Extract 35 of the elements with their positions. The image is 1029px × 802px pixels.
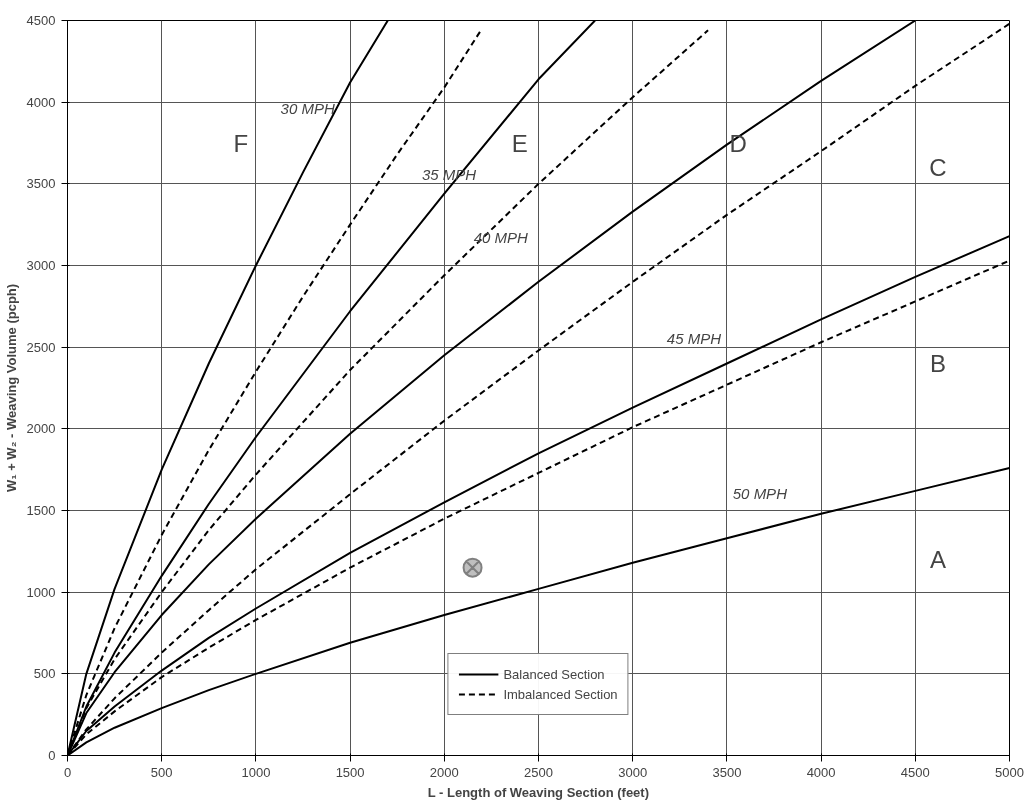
annotation: A [929, 545, 946, 573]
x-tick-label: 1000 [241, 764, 271, 780]
y-axis-title: W₁ + W₂ - Weaving Volume (pcph) [3, 283, 19, 493]
x-tick-label: 3500 [712, 764, 742, 780]
x-tick-label: 2000 [429, 764, 459, 780]
annotation: D [729, 129, 747, 157]
x-axis-title: L - Length of Weaving Section (feet) [427, 784, 650, 800]
legend-label: Balanced Section [503, 666, 605, 682]
y-tick-label: 4000 [26, 94, 56, 110]
annotation: F [233, 129, 249, 157]
x-tick-label: 500 [150, 764, 173, 780]
x-tick-label: 1500 [335, 764, 365, 780]
x-tick-label: 2500 [524, 764, 553, 780]
annotation: B [929, 350, 946, 378]
x-tick-label: 5000 [995, 764, 1024, 780]
annotation: 50 MPH [732, 485, 788, 503]
y-tick-label: 4500 [26, 13, 56, 28]
annotation: E [511, 129, 528, 157]
legend-label: Imbalanced Section [503, 686, 618, 702]
y-tick-label: 0 [48, 748, 56, 763]
y-tick-label: 3000 [26, 258, 56, 273]
annotation: 45 MPH [666, 329, 722, 347]
y-tick-label: 2500 [26, 339, 56, 355]
x-tick-label: 4500 [900, 764, 930, 780]
y-tick-label: 500 [33, 666, 56, 682]
x-tick-label: 3000 [618, 764, 648, 780]
y-tick-label: 2000 [26, 421, 56, 437]
y-tick-label: 1000 [26, 584, 56, 600]
y-tick-label: 3500 [26, 176, 56, 192]
annotation: 40 MPH [473, 228, 529, 246]
annotation: C [929, 154, 947, 181]
x-tick-label: 4000 [806, 764, 836, 780]
y-tick-label: 1500 [26, 503, 56, 518]
x-tick-label: 0 [63, 764, 72, 780]
annotation: 30 MPH [280, 100, 335, 118]
